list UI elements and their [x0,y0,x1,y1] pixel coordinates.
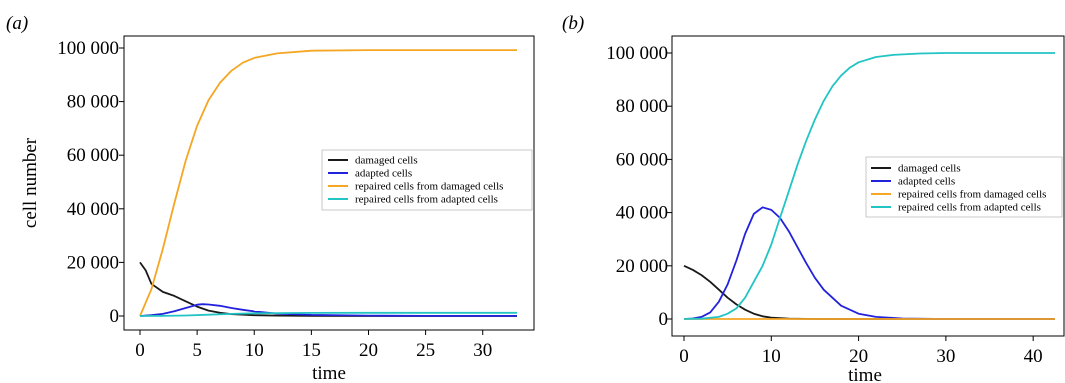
y-tick-label: 80 000 [67,92,119,113]
legend-entry: repaired cells from damaged cells [355,181,503,193]
series-line-damaged-cells [139,261,517,317]
series-line-repaired-cells-from-adapted-cells [683,52,1055,320]
x-tick-label: 5 [192,340,202,361]
x-tick-label: 0 [135,340,145,361]
x-tick-label: 20 [359,340,378,361]
legend-frame-a [321,149,533,211]
panel-label-b: (b) [562,13,584,34]
y-tick-label: 20 000 [616,256,668,277]
chart-panel-a: (a) 0 5 10 15 20 25 30 0 20 000 40 000 60 000 80 00… [6,13,535,383]
series-line-repaired-cells-from-damaged-cells [139,49,517,317]
y-tick-label: 20 000 [67,252,119,273]
x-tick-label: 20 [849,346,868,367]
y-tick-label: 100 000 [606,43,668,64]
y-tick-label: 100 000 [57,38,119,59]
legend-entry: adapted cells [355,168,412,180]
y-tick-label: 40 000 [67,199,119,220]
legend-entry: adapted cells [898,176,955,188]
y-tick-label: 0 [659,309,669,330]
x-tick-label: 25 [416,340,435,361]
x-tick-label: 30 [936,346,955,367]
y-tick-label: 40 000 [616,203,668,224]
x-tick-label: 30 [473,340,492,361]
y-axis-label-a: cell number [20,137,41,228]
series-line-damaged-cells [683,264,1055,320]
legend-entry: repaired cells from damaged cells [898,189,1046,201]
series-line-adapted-cells [139,303,517,317]
x-axis-label-b: time [848,365,882,383]
x-tick-label: 40 [1024,346,1043,367]
legend-entry: damaged cells [898,163,961,175]
series-line-repaired-cells-from-adapted-cells [139,311,517,317]
series-b [683,52,1055,320]
legend-entry: repaired cells from adapted cells [355,194,498,206]
chart-panel-b: (b) 0 10 20 30 40 0 20 000 40 000 60 000 80 000 10… [562,13,1065,383]
ticks-a: 0 5 10 15 20 25 30 0 20 000 40 000 60 000 80 000 100… [57,38,492,361]
x-axis-label-a: time [312,363,346,383]
plot-frame-a [123,35,535,331]
series-a [139,49,517,317]
y-tick-label: 80 000 [616,96,668,117]
legend-entry: damaged cells [355,155,418,167]
x-tick-label: 15 [302,340,321,361]
panel-label-a: (a) [6,13,28,34]
y-tick-label: 0 [110,306,120,327]
y-tick-label: 60 000 [616,149,668,170]
ticks-b: 0 10 20 30 40 0 20 000 40 000 60 000 80 000 100 00… [606,43,1042,367]
x-tick-label: 0 [679,346,689,367]
series-line-adapted-cells [683,206,1055,320]
y-tick-label: 60 000 [67,145,119,166]
x-tick-label: 10 [245,340,264,361]
legend-frame-b [865,156,1063,218]
plot-frame-b [671,35,1065,337]
x-tick-label: 10 [762,346,781,367]
legend-entry: repaired cells from adapted cells [898,202,1041,214]
